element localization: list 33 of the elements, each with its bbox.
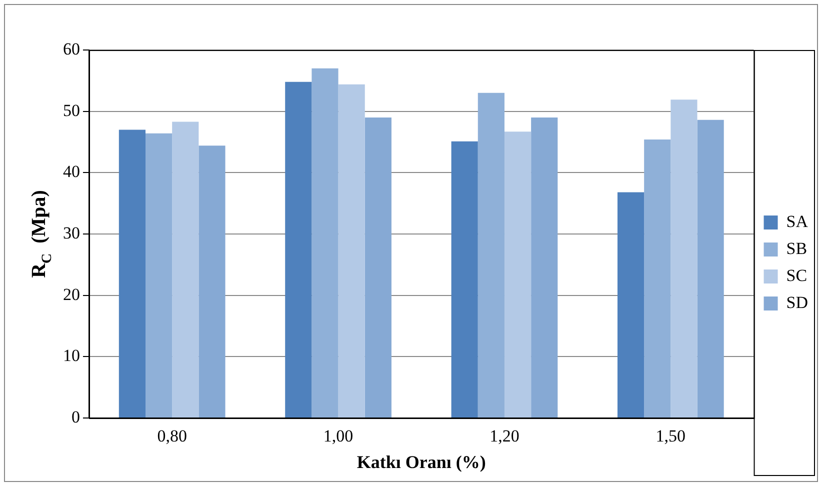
y-axis-title: RC (Mpa) [28,190,55,278]
bar [146,133,172,418]
bar [118,130,146,418]
bar [531,117,558,418]
bar [504,132,532,418]
legend-label: SB [786,238,808,258]
legend-label: SD [786,292,808,312]
bar [172,122,199,418]
bar [285,82,312,418]
bar [338,84,365,418]
bar [364,117,392,418]
bar [451,141,478,418]
y-tick-label: 30 [63,223,80,242]
bar [644,140,671,418]
x-tick-label: 0,80 [157,426,187,446]
x-tick-label: 1,50 [656,426,686,446]
y-tick-label: 60 [63,39,80,58]
y-tick-label: 40 [63,162,80,182]
bar [312,68,338,418]
bar [198,146,226,418]
bar [697,120,724,418]
y-tick-label: 20 [63,284,80,304]
x-tick-label: 1,20 [490,426,520,446]
y-tick-label: 10 [63,346,80,366]
bar [617,192,644,418]
bar [478,92,504,418]
y-tick-label: 0 [72,407,80,426]
legend-label: SA [786,212,809,231]
legend-label: SC [786,266,808,285]
y-tick-label: 50 [63,100,80,120]
x-tick-label: 1,00 [323,426,354,446]
bar [670,100,698,418]
x-axis-title: Katkı Oranı (%) [356,452,486,472]
